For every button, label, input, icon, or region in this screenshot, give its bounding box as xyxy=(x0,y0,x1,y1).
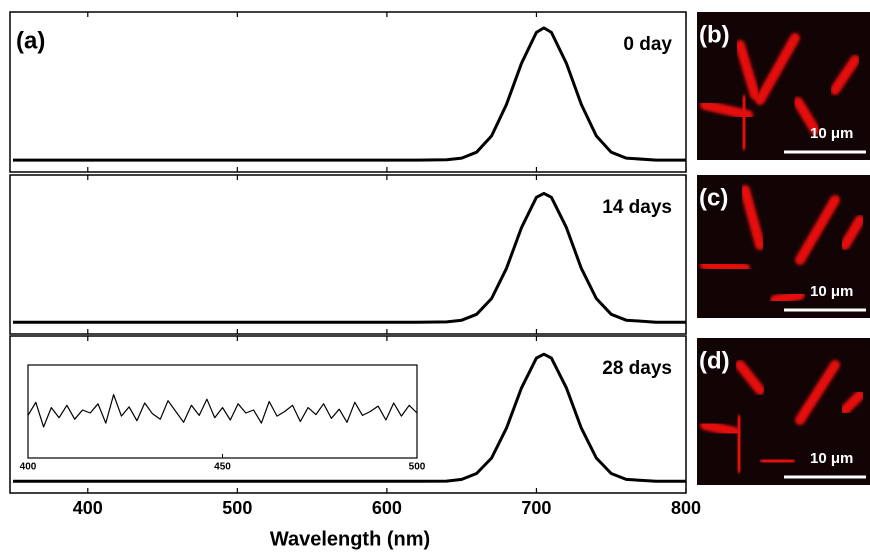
x-tick-label: 700 xyxy=(521,498,551,518)
inset-x-tick-label: 500 xyxy=(409,462,426,473)
panel-label: (a) xyxy=(16,27,45,54)
x-tick-label: 800 xyxy=(671,498,701,518)
spectrum-line xyxy=(13,26,686,162)
image-label: (d) xyxy=(699,347,730,374)
panel-annotation: 0 day xyxy=(623,34,672,55)
rod xyxy=(840,215,865,250)
rod xyxy=(755,33,800,105)
panel-annotation: 28 days xyxy=(602,358,672,379)
scale-label: 10 μm xyxy=(810,283,853,300)
rod xyxy=(760,455,795,467)
scale-label: 10 μm xyxy=(810,450,853,467)
x-tick-label: 600 xyxy=(372,498,402,518)
spectrum-line xyxy=(27,394,418,428)
rod xyxy=(735,40,760,100)
x-axis-title: Wavelength (nm) xyxy=(270,528,430,550)
panel-frame xyxy=(9,335,687,494)
rod xyxy=(740,185,765,250)
inset-x-tick-label: 450 xyxy=(214,462,231,473)
rod xyxy=(793,97,820,135)
panel-frame xyxy=(9,11,687,173)
rod xyxy=(738,95,750,150)
x-tick-label: 400 xyxy=(73,498,103,518)
rod xyxy=(830,55,860,95)
x-tick-label: 500 xyxy=(222,498,252,518)
panel-frame xyxy=(9,174,687,335)
spectrum-line xyxy=(13,352,686,483)
inset-frame xyxy=(27,364,418,459)
panel-annotation: 14 days xyxy=(602,197,672,218)
rod xyxy=(735,360,765,395)
scale-label: 10 μm xyxy=(810,125,853,142)
micrograph: 10 μm (b) xyxy=(697,12,870,160)
rod xyxy=(840,390,865,415)
inset-x-tick-label: 400 xyxy=(20,462,37,473)
rod xyxy=(795,360,840,425)
spectrum-line xyxy=(13,191,686,324)
image-label: (b) xyxy=(699,21,730,48)
rod xyxy=(700,420,740,437)
rod xyxy=(795,195,840,265)
rod xyxy=(770,290,805,305)
micrograph: 10 μm (c) xyxy=(697,175,870,318)
image-label: (c) xyxy=(699,184,728,211)
micrograph: 10 μm (d) xyxy=(697,338,870,485)
rod xyxy=(733,415,745,473)
